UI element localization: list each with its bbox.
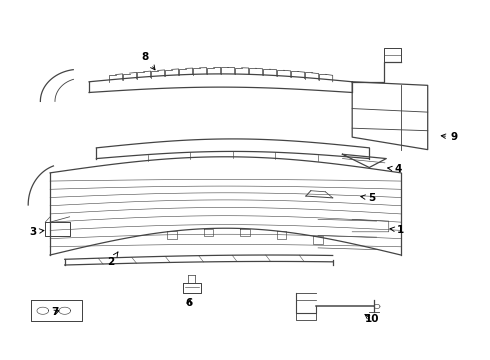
Text: 8: 8 [142, 52, 155, 70]
Text: 1: 1 [390, 225, 405, 235]
Text: 4: 4 [388, 164, 402, 174]
Text: 9: 9 [441, 132, 458, 142]
Text: 2: 2 [107, 252, 118, 267]
Text: 6: 6 [185, 298, 193, 308]
Text: 10: 10 [365, 314, 379, 324]
Text: 7: 7 [51, 307, 59, 317]
Text: 3: 3 [29, 227, 44, 237]
Text: 5: 5 [361, 193, 375, 203]
